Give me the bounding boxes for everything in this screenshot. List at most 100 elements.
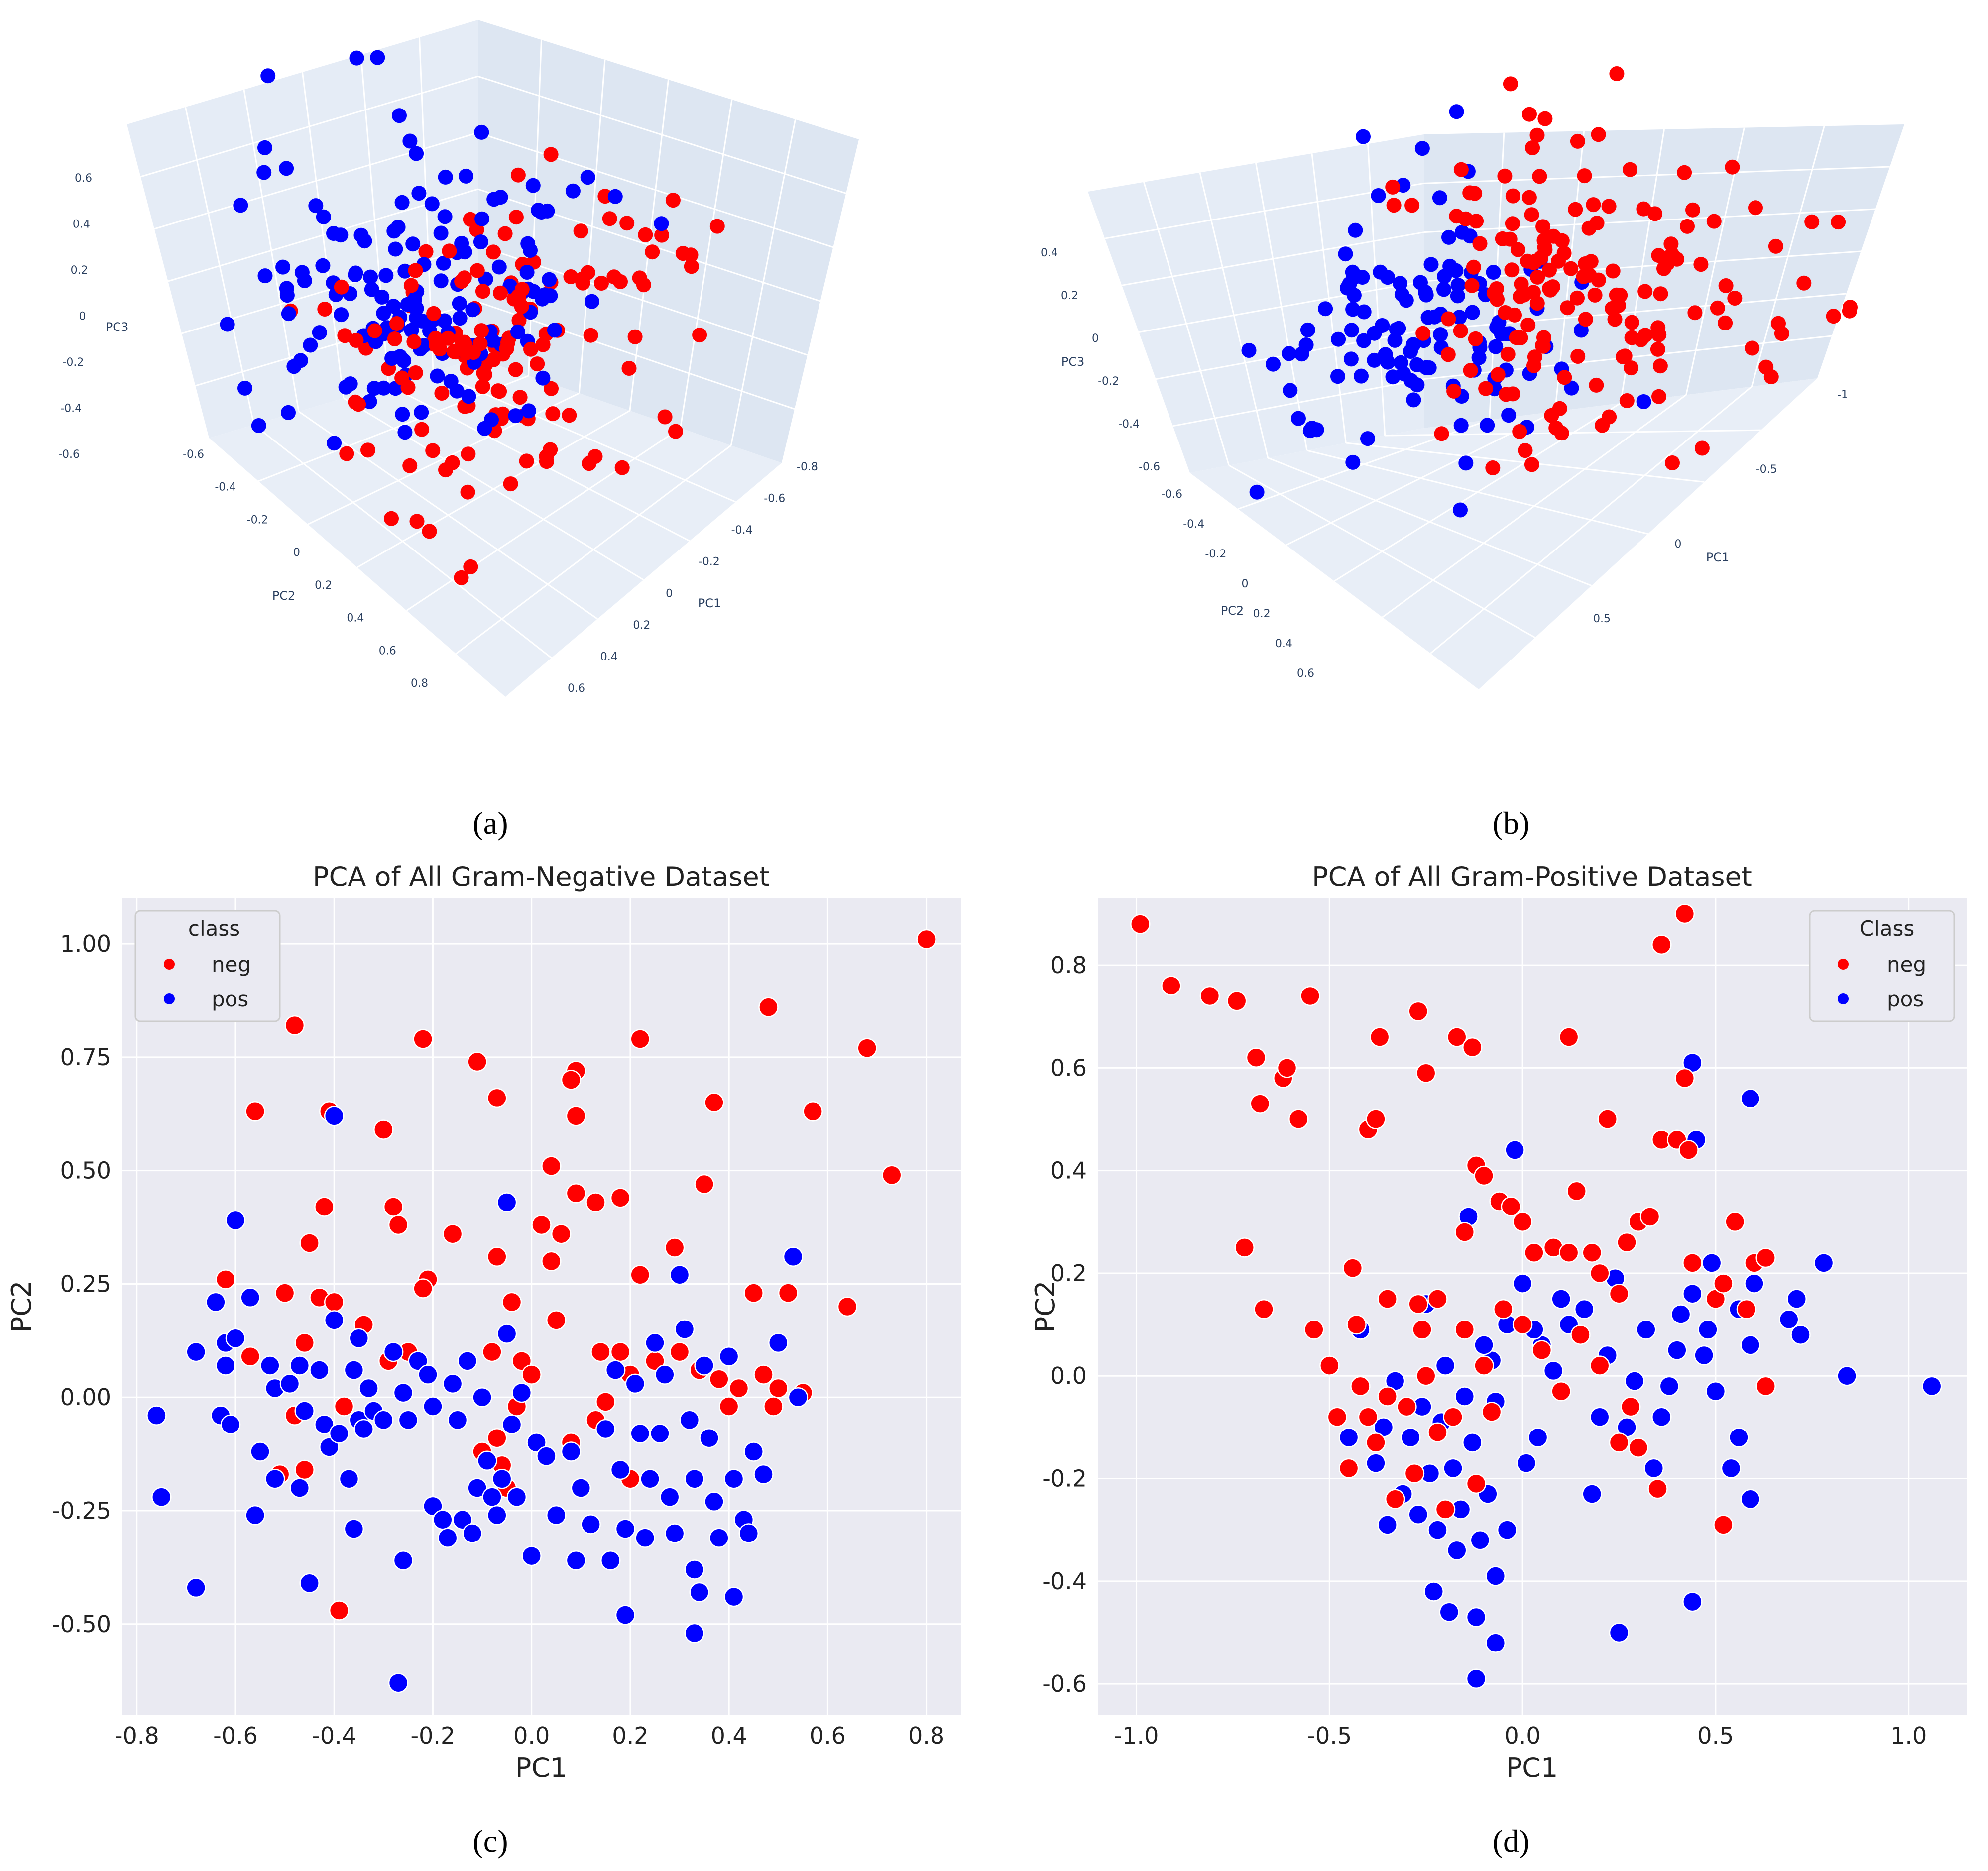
point3d-neg	[418, 244, 434, 259]
point3d-neg	[1619, 393, 1635, 408]
legend-title: class	[188, 916, 240, 941]
point3d-pos	[1480, 418, 1495, 433]
point-pos	[240, 1287, 260, 1308]
point3d-pos	[1393, 276, 1408, 291]
tick3d-PC3: -0.2	[62, 356, 84, 369]
point-neg	[541, 1251, 562, 1272]
x-tick-label: 0.4	[711, 1722, 747, 1749]
point3d-neg	[459, 345, 474, 361]
y-tick-label: 0.2	[1051, 1260, 1087, 1287]
point3d-pos	[308, 198, 324, 214]
point-pos	[635, 1528, 655, 1548]
point-neg	[1609, 1432, 1630, 1453]
x-tick-label: -0.2	[411, 1722, 456, 1749]
point3d-neg	[1768, 238, 1783, 254]
point-pos	[398, 1410, 419, 1431]
point3d-pos	[279, 281, 294, 296]
point3d-neg	[543, 147, 559, 162]
point-neg	[1713, 1273, 1734, 1294]
point3d-pos	[461, 389, 476, 404]
point-neg	[487, 1428, 507, 1448]
point-neg	[1277, 1058, 1297, 1078]
point-pos	[1408, 1504, 1428, 1525]
point-pos	[694, 1355, 714, 1376]
point3d-pos	[1432, 190, 1447, 206]
point-neg	[1501, 1196, 1521, 1217]
point-neg	[1454, 1222, 1475, 1242]
point3d-neg	[492, 384, 507, 399]
point3d-pos	[459, 168, 473, 184]
point3d-neg	[1507, 307, 1522, 323]
point-neg	[1350, 1376, 1371, 1397]
point3d-neg	[1466, 259, 1481, 275]
point3d-neg	[1577, 268, 1593, 283]
point3d-pos	[386, 299, 401, 314]
point-neg	[1474, 1355, 1494, 1376]
point-neg	[1725, 1211, 1745, 1232]
point-neg	[546, 1310, 567, 1330]
point3d-pos	[452, 311, 468, 326]
point-neg	[1454, 1320, 1475, 1340]
point3d-neg	[497, 226, 513, 241]
tick3d-PC1: -1	[1837, 389, 1848, 401]
point3d-pos	[1433, 327, 1448, 342]
point-pos	[294, 1401, 315, 1421]
point3d-neg	[1570, 290, 1585, 306]
point-pos	[689, 1582, 709, 1603]
point3d-neg	[1706, 214, 1722, 229]
point3d-neg	[486, 244, 501, 260]
point3d-neg	[1647, 206, 1663, 221]
legend-marker-neg	[1838, 959, 1849, 970]
point-neg	[1589, 1263, 1610, 1284]
point-pos	[615, 1605, 636, 1625]
point3d-neg	[1637, 284, 1653, 299]
tick3d-PC3: 0	[1092, 332, 1099, 345]
point-neg	[284, 1015, 305, 1036]
point3d-neg	[1500, 346, 1516, 362]
point3d-pos	[1458, 455, 1474, 471]
point-pos	[1667, 1340, 1687, 1360]
point3d-neg	[1536, 233, 1552, 248]
point3d-neg	[1617, 349, 1632, 364]
point3d-pos	[1387, 332, 1403, 348]
point-neg	[294, 1459, 315, 1480]
point3d-neg	[573, 223, 588, 239]
point-pos	[1505, 1140, 1525, 1160]
point3d-neg	[1535, 219, 1551, 234]
point-neg	[1558, 1242, 1579, 1263]
point3d-pos	[1406, 392, 1421, 408]
point3d-neg	[1529, 296, 1545, 311]
point-neg	[1493, 1299, 1514, 1320]
point3d-pos	[275, 259, 291, 275]
point-neg	[1682, 1253, 1703, 1273]
point-pos	[684, 1559, 705, 1580]
point3d-pos	[1436, 282, 1451, 297]
point-neg	[1408, 1001, 1428, 1022]
point3d-neg	[1634, 332, 1648, 347]
point-neg	[1385, 1489, 1405, 1510]
point3d-neg	[1554, 233, 1570, 248]
point-pos	[788, 1387, 809, 1408]
point3d-neg	[1520, 318, 1536, 332]
point3d-neg	[1570, 349, 1586, 364]
point-neg	[1226, 991, 1247, 1011]
point3d-neg	[1440, 347, 1456, 362]
point3d-neg	[1568, 202, 1583, 217]
point-neg	[566, 1106, 586, 1126]
point3d-pos	[565, 183, 581, 199]
point-neg	[837, 1296, 858, 1317]
point3d-pos	[1403, 373, 1419, 388]
point3d-neg	[1591, 127, 1606, 142]
point-pos	[467, 1478, 487, 1498]
point3d-pos	[1343, 351, 1359, 367]
point3d-neg	[1537, 111, 1553, 126]
legend-marker-pos	[1838, 993, 1849, 1004]
point-pos	[186, 1341, 206, 1362]
point-neg	[1246, 1047, 1267, 1068]
point3d-pos	[1394, 287, 1409, 302]
point-neg	[610, 1341, 631, 1362]
point-neg	[1327, 1407, 1348, 1428]
point3d-neg	[503, 476, 518, 492]
point3d-neg	[602, 211, 617, 226]
point3d-neg	[1490, 292, 1505, 307]
